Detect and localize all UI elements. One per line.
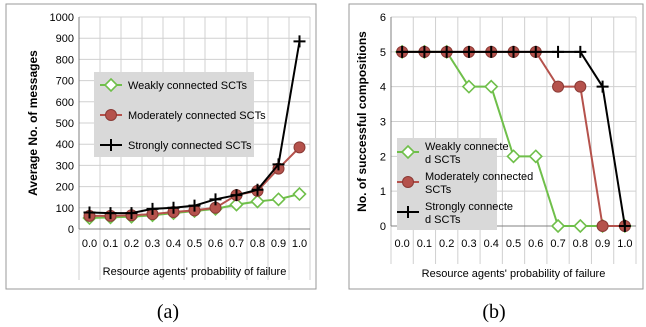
data-point bbox=[528, 149, 543, 164]
x-tick-label: 1.0 bbox=[292, 238, 307, 250]
x-tick-label: 0.9 bbox=[271, 238, 286, 250]
legend-label: Strongly connected SCTs bbox=[128, 140, 252, 152]
data-point bbox=[272, 158, 285, 171]
series-3 bbox=[83, 35, 306, 220]
data-point bbox=[618, 220, 631, 232]
x-tick-label: 0.4 bbox=[166, 238, 181, 250]
data-point bbox=[167, 201, 180, 214]
data-point bbox=[574, 45, 587, 58]
x-tick-label: 0.0 bbox=[82, 238, 97, 250]
x-tick-label: 0.5 bbox=[187, 238, 202, 250]
data-point bbox=[529, 45, 542, 58]
series-3 bbox=[396, 45, 631, 232]
data-point bbox=[552, 80, 565, 93]
y-tick-label: 0 bbox=[380, 221, 386, 233]
y-tick-label: 800 bbox=[56, 54, 74, 66]
legend-marker bbox=[400, 144, 416, 160]
y-tick-label: 700 bbox=[56, 76, 74, 88]
x-tick-label: 0.0 bbox=[394, 238, 409, 250]
data-point bbox=[507, 45, 520, 58]
data-point bbox=[271, 192, 286, 207]
x-tick-label: 0.8 bbox=[573, 238, 588, 250]
data-point bbox=[596, 80, 609, 93]
y-tick-label: 200 bbox=[56, 182, 74, 194]
x-tick-label: 0.7 bbox=[229, 238, 244, 250]
data-point bbox=[230, 189, 243, 202]
y-axis-label: No. of successful compositions bbox=[355, 31, 369, 212]
legend-marker bbox=[402, 176, 414, 188]
y-axis-label: Average No. of messages bbox=[26, 50, 40, 196]
y-tick-label: 500 bbox=[56, 118, 74, 130]
x-tick-label: 0.6 bbox=[208, 238, 223, 250]
data-point bbox=[550, 218, 566, 234]
x-axis-label: Resource agents' probability of failure bbox=[103, 266, 287, 278]
x-tick-label: 0.2 bbox=[439, 238, 454, 250]
y-tick-label: 300 bbox=[56, 160, 74, 172]
panel-label: (b) bbox=[482, 301, 505, 323]
data-point bbox=[462, 45, 475, 58]
y-tick-label: 3 bbox=[380, 117, 386, 129]
x-tick-label: 0.1 bbox=[417, 238, 432, 250]
data-point bbox=[418, 45, 431, 58]
x-tick-label: 0.1 bbox=[103, 238, 118, 250]
y-tick-label: 400 bbox=[56, 139, 74, 151]
data-point bbox=[461, 79, 477, 94]
data-point bbox=[552, 45, 565, 58]
y-tick-label: 1 bbox=[380, 186, 386, 198]
x-tick-label: 0.9 bbox=[595, 238, 610, 250]
data-point bbox=[396, 45, 409, 58]
y-tick-label: 2 bbox=[380, 151, 386, 163]
data-point bbox=[229, 197, 244, 212]
y-tick-label: 900 bbox=[56, 33, 74, 45]
x-tick-label: 0.5 bbox=[506, 238, 521, 250]
legend-marker bbox=[103, 77, 119, 93]
data-point bbox=[83, 206, 96, 219]
x-tick-label: 0.7 bbox=[550, 238, 565, 250]
data-point bbox=[250, 194, 265, 209]
data-point bbox=[484, 79, 499, 94]
x-axis-label: Resource agents' probability of failure bbox=[422, 268, 606, 280]
data-point bbox=[293, 35, 306, 48]
data-point bbox=[209, 193, 222, 206]
x-tick-label: 1.0 bbox=[617, 238, 632, 250]
y-tick-label: 0 bbox=[68, 224, 74, 236]
y-tick-label: 4 bbox=[380, 82, 386, 94]
data-point bbox=[146, 202, 159, 215]
legend-label: Moderately connected SCTs bbox=[425, 171, 533, 196]
y-tick-label: 600 bbox=[56, 97, 74, 109]
data-point bbox=[485, 45, 498, 58]
legend-label: Moderately connected SCTs bbox=[128, 110, 266, 122]
data-point bbox=[251, 183, 264, 196]
data-point bbox=[596, 220, 609, 232]
y-tick-label: 100 bbox=[56, 203, 74, 215]
data-point bbox=[125, 207, 138, 220]
data-point bbox=[188, 199, 201, 212]
legend-label: Weakly connected SCTs bbox=[128, 80, 248, 92]
x-tick-label: 0.2 bbox=[124, 238, 139, 250]
x-tick-label: 0.8 bbox=[250, 238, 265, 250]
x-tick-label: 0.6 bbox=[528, 238, 543, 250]
data-point bbox=[292, 186, 307, 202]
data-point bbox=[574, 80, 587, 93]
data-point bbox=[293, 141, 306, 154]
x-tick-label: 0.3 bbox=[145, 238, 160, 250]
data-point bbox=[506, 149, 521, 164]
data-point bbox=[573, 218, 588, 234]
data-point bbox=[104, 207, 117, 220]
chart-b: 0 1 2 3 4 5 6 0.0 0.1 0.2 0.3 0.4 0.5 0.6 0.7 0.8 0.9 1.0… bbox=[348, 3, 644, 323]
x-tick-label: 0.4 bbox=[484, 238, 499, 250]
chart-a: 0 100 200 300 400 500 600 700 800 900 1000 0.0 0.1 0.… bbox=[5, 3, 317, 323]
panel-label: (a) bbox=[157, 301, 179, 323]
y-tick-label: 5 bbox=[380, 47, 386, 59]
y-tick-label: 1000 bbox=[50, 12, 74, 24]
x-tick-label: 0.3 bbox=[461, 238, 476, 250]
legend-marker bbox=[105, 109, 117, 121]
legend-marker bbox=[105, 139, 117, 151]
y-tick-label: 6 bbox=[380, 12, 386, 24]
data-point bbox=[440, 45, 453, 58]
legend-marker bbox=[402, 206, 414, 218]
